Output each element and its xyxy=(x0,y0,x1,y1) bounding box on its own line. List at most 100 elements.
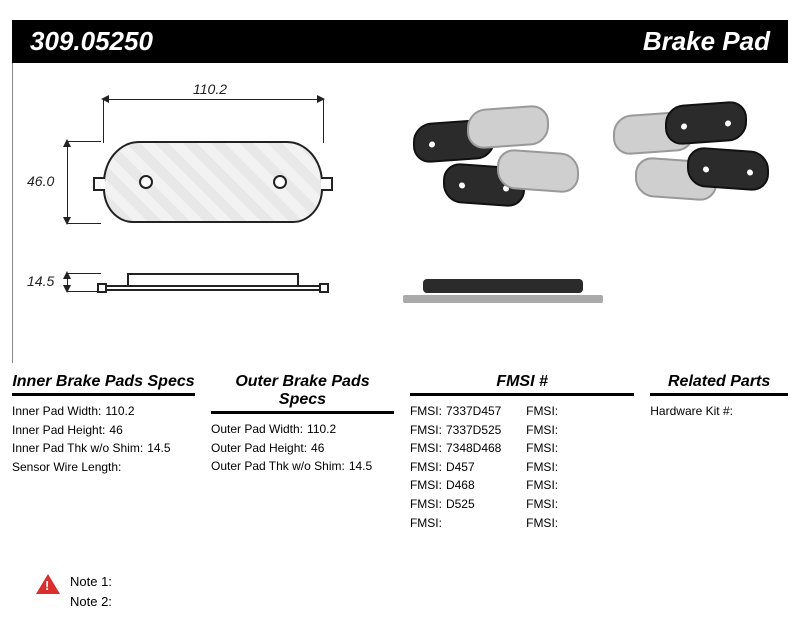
inner-specs-column: Inner Brake Pads Specs Inner Pad Width: … xyxy=(12,369,195,532)
fmsi-row: FMSI: xyxy=(526,514,634,533)
product-photo-pad xyxy=(467,104,549,150)
related-parts-title: Related Parts xyxy=(650,369,788,396)
notes-text: Note 1: Note 2: xyxy=(70,572,112,611)
product-photo-pad xyxy=(687,146,769,192)
spec-row: Sensor Wire Length: xyxy=(12,458,195,477)
spec-label: Inner Pad Thk w/o Shim: xyxy=(12,439,143,458)
drawing-area: 110.2 46.0 14.5 xyxy=(12,63,788,363)
specs-section: Inner Brake Pads Specs Inner Pad Width: … xyxy=(12,363,788,532)
fmsi-value: 7348D468 xyxy=(446,439,501,458)
fmsi-label: FMSI: xyxy=(526,495,558,514)
fmsi-grid: FMSI:7337D457 FMSI: FMSI:7337D525 FMSI: … xyxy=(410,402,634,532)
pad-hole xyxy=(273,175,287,189)
note-row: Note 2: xyxy=(70,592,112,612)
notes-section: Note 1: Note 2: xyxy=(36,572,112,611)
fmsi-label: FMSI: xyxy=(410,476,442,495)
outer-specs-title: Outer Brake Pads Specs xyxy=(211,369,394,414)
fmsi-row: FMSI:7337D525 xyxy=(410,421,518,440)
dim-thk-label: 14.5 xyxy=(27,273,54,289)
fmsi-row: FMSI: xyxy=(410,514,518,533)
dim-height-ext-t xyxy=(67,141,101,142)
related-parts-column: Related Parts Hardware Kit #: xyxy=(650,369,788,532)
dim-width-label: 110.2 xyxy=(193,81,227,97)
pad-side-view xyxy=(103,273,323,301)
fmsi-label: FMSI: xyxy=(526,402,558,421)
side-photo-back xyxy=(403,295,603,303)
spec-value: 46 xyxy=(311,439,324,458)
part-number: 309.05250 xyxy=(30,26,153,57)
dim-width-line xyxy=(103,99,323,100)
outer-specs-column: Outer Brake Pads Specs Outer Pad Width: … xyxy=(211,369,394,532)
spec-value: 46 xyxy=(109,421,122,440)
spec-label: Hardware Kit #: xyxy=(650,402,733,421)
dim-height-ext-b xyxy=(67,223,101,224)
side-tab xyxy=(97,283,107,293)
fmsi-row: FMSI:D468 xyxy=(410,476,518,495)
fmsi-row: FMSI:7348D468 xyxy=(410,439,518,458)
inner-specs-title: Inner Brake Pads Specs xyxy=(12,369,195,396)
fmsi-row: FMSI:D457 xyxy=(410,458,518,477)
spec-label: Sensor Wire Length: xyxy=(12,458,121,477)
side-back xyxy=(103,285,323,291)
fmsi-row: FMSI: xyxy=(526,402,634,421)
fmsi-label: FMSI: xyxy=(410,514,442,533)
product-type: Brake Pad xyxy=(643,26,770,57)
fmsi-label: FMSI: xyxy=(526,514,558,533)
spec-label: Inner Pad Width: xyxy=(12,402,101,421)
fmsi-label: FMSI: xyxy=(526,476,558,495)
dim-width-ext-l xyxy=(103,99,104,143)
spec-row: Inner Pad Height: 46 xyxy=(12,421,195,440)
fmsi-label: FMSI: xyxy=(410,421,442,440)
spec-label: Inner Pad Height: xyxy=(12,421,105,440)
fmsi-label: FMSI: xyxy=(410,439,442,458)
pad-tab-left xyxy=(93,177,105,191)
spec-row: Inner Pad Width: 110.2 xyxy=(12,402,195,421)
fmsi-value: D468 xyxy=(446,476,475,495)
dim-thk-ext-t xyxy=(67,273,101,274)
side-photo-front xyxy=(423,279,583,293)
pad-front-view xyxy=(103,141,323,223)
note-label: Note 2: xyxy=(70,594,112,609)
dim-width-ext-r xyxy=(323,99,324,143)
product-photo-pad xyxy=(497,148,579,194)
spec-row: Outer Pad Thk w/o Shim: 14.5 xyxy=(211,457,394,476)
fmsi-label: FMSI: xyxy=(410,402,442,421)
spec-label: Outer Pad Thk w/o Shim: xyxy=(211,457,345,476)
dim-height-line xyxy=(67,141,68,223)
product-photo-side xyxy=(403,279,603,303)
spec-row: Inner Pad Thk w/o Shim: 14.5 xyxy=(12,439,195,458)
fmsi-row: FMSI: xyxy=(526,476,634,495)
fmsi-label: FMSI: xyxy=(410,495,442,514)
note-row: Note 1: xyxy=(70,572,112,592)
side-tab xyxy=(319,283,329,293)
fmsi-value: 7337D525 xyxy=(446,421,501,440)
warning-icon xyxy=(36,574,60,594)
dim-height-label: 46.0 xyxy=(27,173,54,189)
header-bar: 309.05250 Brake Pad xyxy=(12,20,788,63)
note-label: Note 1: xyxy=(70,574,112,589)
spec-value: 14.5 xyxy=(349,457,372,476)
spec-value: 14.5 xyxy=(147,439,170,458)
spec-value: 110.2 xyxy=(105,402,134,421)
fmsi-row: FMSI: xyxy=(526,421,634,440)
fmsi-label: FMSI: xyxy=(526,439,558,458)
fmsi-row: FMSI:7337D457 xyxy=(410,402,518,421)
pad-tab-right xyxy=(321,177,333,191)
spec-row: Hardware Kit #: xyxy=(650,402,788,421)
dim-thk-ext-b xyxy=(67,291,101,292)
spec-value: 110.2 xyxy=(307,420,336,439)
fmsi-column: FMSI # FMSI:7337D457 FMSI: FMSI:7337D525… xyxy=(410,369,634,532)
fmsi-value: D525 xyxy=(446,495,475,514)
fmsi-label: FMSI: xyxy=(526,458,558,477)
spec-label: Outer Pad Width: xyxy=(211,420,303,439)
fmsi-row: FMSI: xyxy=(526,495,634,514)
fmsi-value: D457 xyxy=(446,458,475,477)
fmsi-row: FMSI: xyxy=(526,439,634,458)
product-photo-pad xyxy=(665,100,747,146)
fmsi-label: FMSI: xyxy=(410,458,442,477)
spec-row: Outer Pad Width: 110.2 xyxy=(211,420,394,439)
fmsi-value: 7337D457 xyxy=(446,402,501,421)
pad-hole xyxy=(139,175,153,189)
spec-label: Outer Pad Height: xyxy=(211,439,307,458)
fmsi-label: FMSI: xyxy=(526,421,558,440)
